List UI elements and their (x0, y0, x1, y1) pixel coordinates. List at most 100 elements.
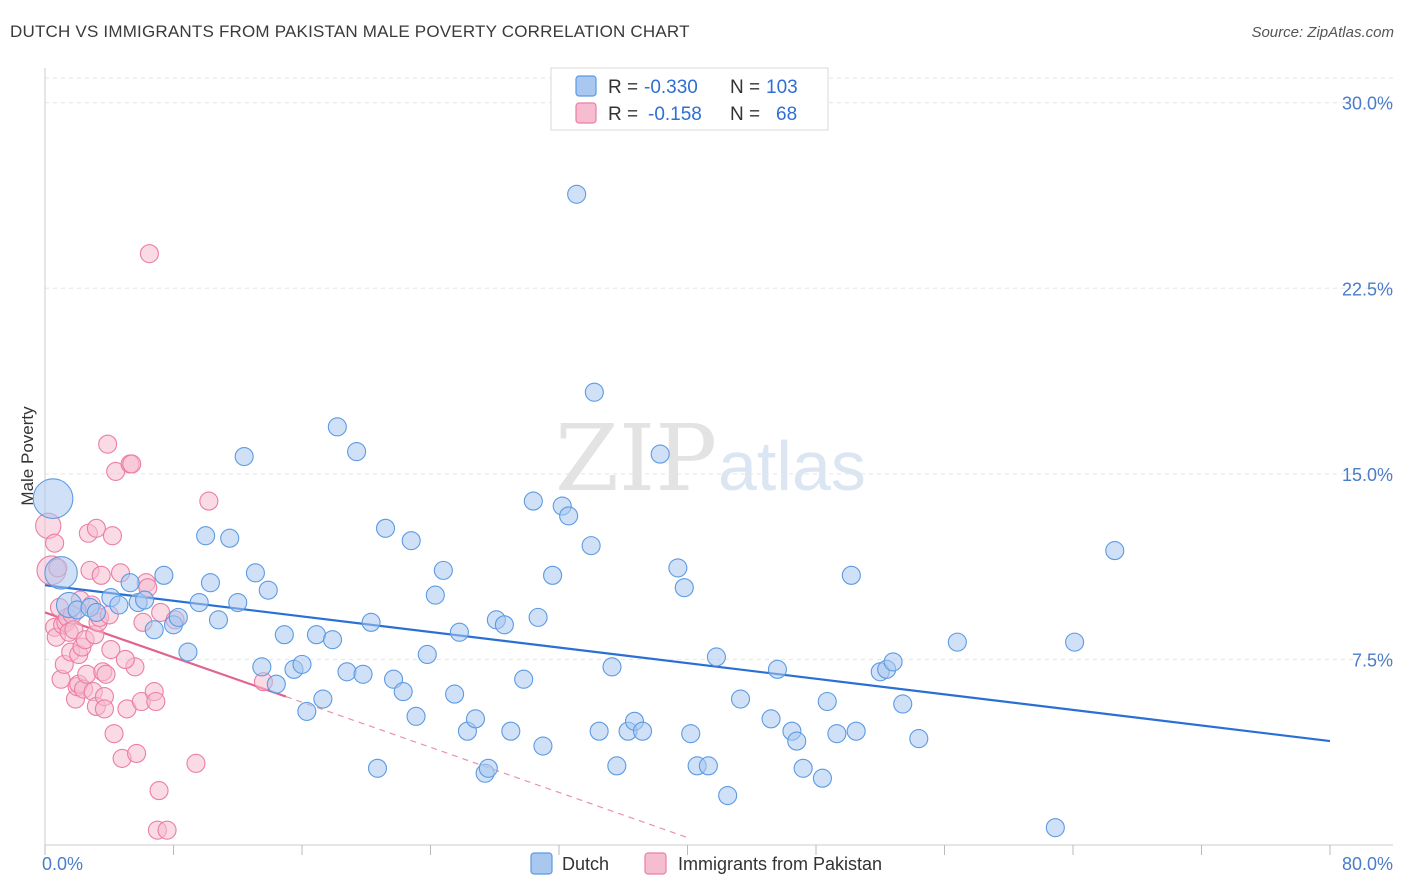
dutch-point-74 (668, 558, 688, 578)
dutch-point-45 (417, 644, 437, 665)
dutch-point-8 (120, 573, 140, 593)
dutch-point-60 (533, 736, 553, 756)
legend-r-label-dutch: R = (608, 77, 638, 98)
dutch-point-42 (393, 682, 413, 702)
dutch-point-37 (353, 664, 373, 684)
dutch-point-29 (292, 654, 312, 674)
dutch-point-12 (154, 565, 174, 585)
dutch-point-5 (86, 602, 106, 622)
legend-r-value-dutch: -0.330 (644, 77, 698, 98)
dutch-point-85 (787, 731, 807, 751)
bottom-legend-label-dutch: Dutch (562, 854, 609, 874)
dutch-point-22 (234, 447, 254, 467)
legend-box: R = -0.330 N = 103 R = -0.158 N = 68 (550, 67, 829, 131)
dutch-point-36 (347, 442, 367, 462)
dutch-point-30 (297, 701, 317, 721)
pakistan-point-67 (115, 649, 135, 669)
y-axis-label: Male Poverty (18, 406, 37, 506)
axes (44, 68, 1393, 855)
dutch-point-56 (501, 721, 521, 741)
legend-swatch-pakistan (575, 102, 597, 124)
pakistan-point-65 (199, 491, 219, 511)
dutch-point-38 (361, 612, 381, 632)
trend-lines (44, 584, 1331, 839)
dutch-point-68 (602, 657, 622, 677)
trend-line-dutch (44, 584, 1331, 743)
dutch-point-64 (567, 184, 587, 204)
dutch-point-82 (761, 709, 781, 729)
dutch-point-17 (196, 526, 216, 546)
pakistan-point-49 (122, 454, 142, 474)
dutch-point-20 (220, 528, 240, 548)
chart-title: DUTCH VS IMMIGRANTS FROM PAKISTAN MALE P… (10, 22, 690, 41)
dutch-point-10 (135, 590, 155, 610)
pakistan-point-58 (146, 691, 166, 712)
legend-r-value-pakistan: -0.158 (648, 104, 702, 125)
dutch-point-31 (306, 625, 327, 645)
pakistan-point-30 (86, 518, 106, 538)
dutch-point-65 (581, 536, 601, 556)
dutch-point-73 (650, 444, 670, 464)
y-tick-label-1: 15.0% (1342, 465, 1393, 485)
dutch-point-97 (947, 632, 967, 652)
dutch-point-61 (543, 565, 563, 585)
dutch-point-26 (266, 674, 286, 694)
y-tick-label-0: 7.5% (1352, 650, 1393, 670)
dutch-point-24 (252, 657, 272, 677)
pakistan-point-41 (101, 639, 121, 660)
dutch-point-51 (465, 709, 486, 729)
pakistan-point-34 (91, 565, 111, 585)
dutch-point-0 (32, 478, 74, 519)
legend-n-value-pakistan: 68 (776, 104, 797, 125)
dutch-point-86 (793, 758, 813, 778)
dutch-point-75 (674, 578, 694, 598)
pakistan-point-38 (96, 664, 116, 684)
dutch-point-81 (730, 689, 751, 709)
bottom-legend: Dutch Immigrants from Pakistan (530, 852, 882, 875)
legend-swatch-dutch (575, 75, 597, 97)
dutch-point-15 (178, 642, 198, 662)
dutch-point-83 (767, 659, 788, 679)
dutch-point-47 (433, 560, 453, 580)
dutch-point-69 (607, 756, 627, 776)
pakistan-point-62 (157, 820, 177, 840)
dutch-point-25 (258, 580, 278, 600)
dutch-point-94 (883, 652, 903, 672)
dutch-point-33 (322, 630, 343, 650)
dutch-point-1 (44, 556, 78, 590)
watermark: ZIP atlas (555, 405, 866, 512)
dutch-point-79 (706, 647, 726, 667)
dutch-point-18 (200, 573, 220, 593)
dutch-point-99 (1065, 632, 1085, 652)
dutch-point-11 (144, 620, 164, 640)
dutch-point-34 (327, 417, 347, 437)
pakistan-point-39 (98, 434, 118, 454)
dutch-point-95 (893, 694, 913, 714)
pakistan-point-56 (139, 244, 159, 264)
bottom-legend-label-pakistan: Immigrants from Pakistan (678, 854, 882, 874)
dutch-point-44 (406, 706, 426, 726)
pakistan-point-2 (45, 533, 65, 553)
dutch-point-66 (584, 382, 604, 402)
dutch-point-27 (274, 625, 294, 645)
tick-labels: 7.5% 15.0% 22.5% 30.0% 0.0% 80.0% (42, 94, 1393, 874)
dutch-point-16 (189, 592, 209, 613)
dutch-point-57 (514, 669, 534, 689)
legend-n-label-dutch: N = (730, 77, 760, 98)
dutch-point-21 (228, 592, 248, 613)
pakistan-point-60 (149, 781, 169, 801)
dutch-point-39 (367, 758, 388, 778)
dutch-point-76 (681, 724, 701, 744)
dutch-point-98 (1045, 818, 1065, 838)
dutch-point-100 (1105, 541, 1125, 561)
pakistan-point-51 (127, 743, 147, 764)
chart-source: Source: ZipAtlas.com (1251, 24, 1394, 41)
dutch-point-35 (337, 662, 357, 682)
legend-n-value-dutch: 103 (766, 77, 798, 98)
dutch-point-67 (589, 721, 609, 741)
watermark-zip: ZIP (555, 405, 717, 512)
bottom-legend-swatch-dutch (530, 852, 553, 875)
x-tick-label-0: 0.0% (42, 854, 83, 874)
dutch-point-96 (909, 729, 929, 749)
